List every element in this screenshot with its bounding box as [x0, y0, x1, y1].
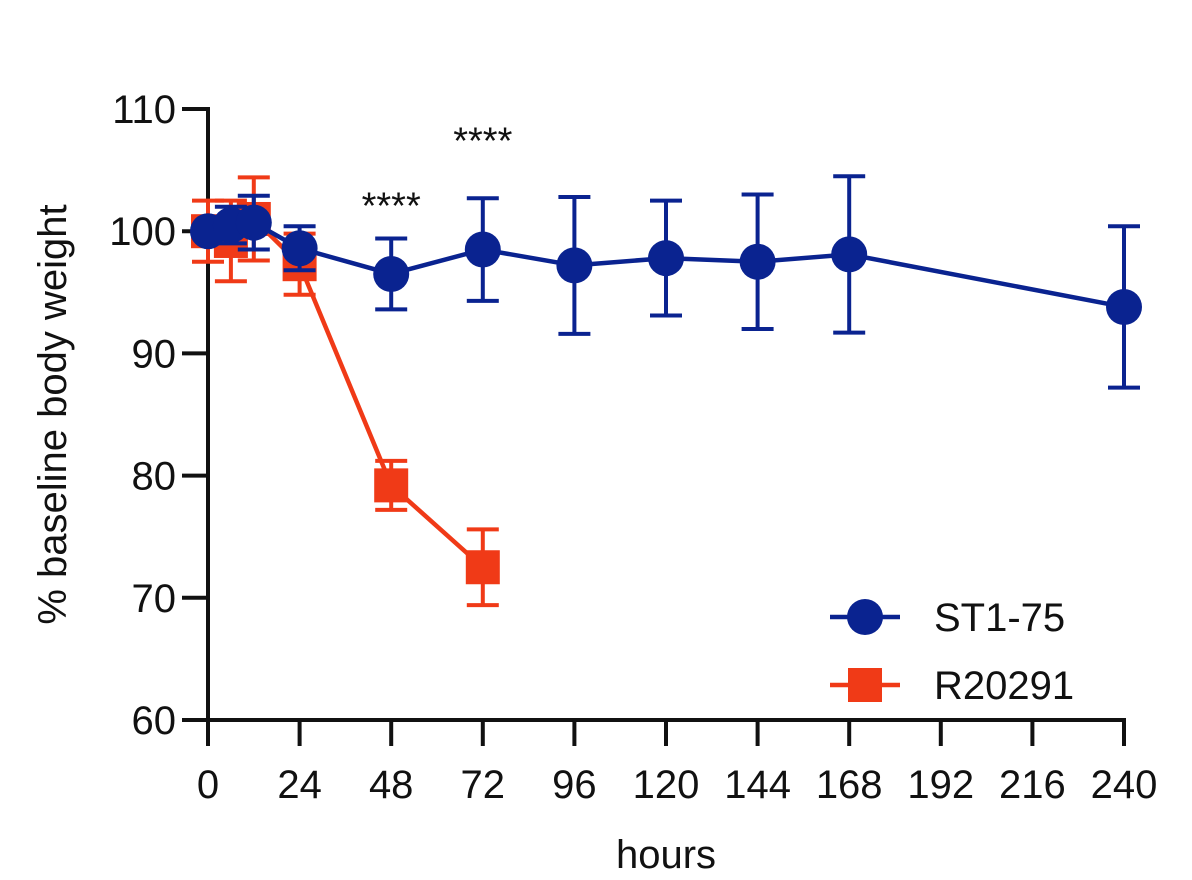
legend: ST1-75 R20291	[830, 596, 1074, 708]
x-tick-label: 240	[1091, 763, 1158, 807]
data-point	[1106, 288, 1142, 325]
x-tick-label: 96	[552, 763, 597, 807]
legend-marker	[848, 668, 882, 702]
x-tick-label: 120	[633, 763, 700, 807]
x-tick-label: 0	[197, 763, 219, 807]
series-st1-75	[190, 174, 1142, 390]
legend-marker	[847, 599, 883, 635]
x-axis-label: hours	[616, 833, 716, 877]
y-tick-label: 70	[132, 577, 177, 621]
y-tick-label: 110	[112, 88, 176, 132]
significance-label: ****	[453, 121, 512, 163]
data-point	[648, 240, 684, 277]
x-tick-label: 168	[816, 763, 883, 807]
x-tick-label: 72	[461, 763, 506, 807]
data-point	[235, 204, 272, 241]
x-tick-label: 24	[277, 763, 322, 807]
y-tick-label: 80	[132, 455, 177, 499]
legend-label: ST1-75	[934, 596, 1065, 640]
data-point	[556, 247, 593, 284]
data-point	[465, 550, 500, 585]
axes: 60 70 80 90 100 110 0 24 48 72 96 120 144 168 192 216 24…	[109, 88, 1157, 807]
series-layer	[190, 174, 1142, 608]
data-point	[464, 231, 501, 268]
data-point	[374, 468, 409, 503]
data-point	[373, 255, 410, 292]
data-point	[739, 243, 776, 280]
legend-item-r20291: R20291	[830, 664, 1074, 708]
legend-label: R20291	[934, 664, 1074, 708]
data-point	[281, 230, 318, 267]
annotation-layer: **** ****	[362, 121, 513, 228]
data-point	[831, 236, 868, 273]
y-axis-label: % baseline body weight	[31, 204, 75, 624]
x-tick-label: 48	[369, 763, 414, 807]
significance-label: ****	[362, 185, 421, 227]
legend-item-st1-75: ST1-75	[830, 596, 1065, 640]
x-tick-label: 216	[999, 763, 1066, 807]
y-tick-label: 60	[132, 699, 177, 743]
series-line	[207, 216, 485, 569]
x-tick-label: 144	[724, 763, 791, 807]
y-tick-label: 90	[132, 332, 177, 376]
y-tick-label: 100	[109, 210, 176, 254]
x-tick-label: 192	[907, 763, 974, 807]
